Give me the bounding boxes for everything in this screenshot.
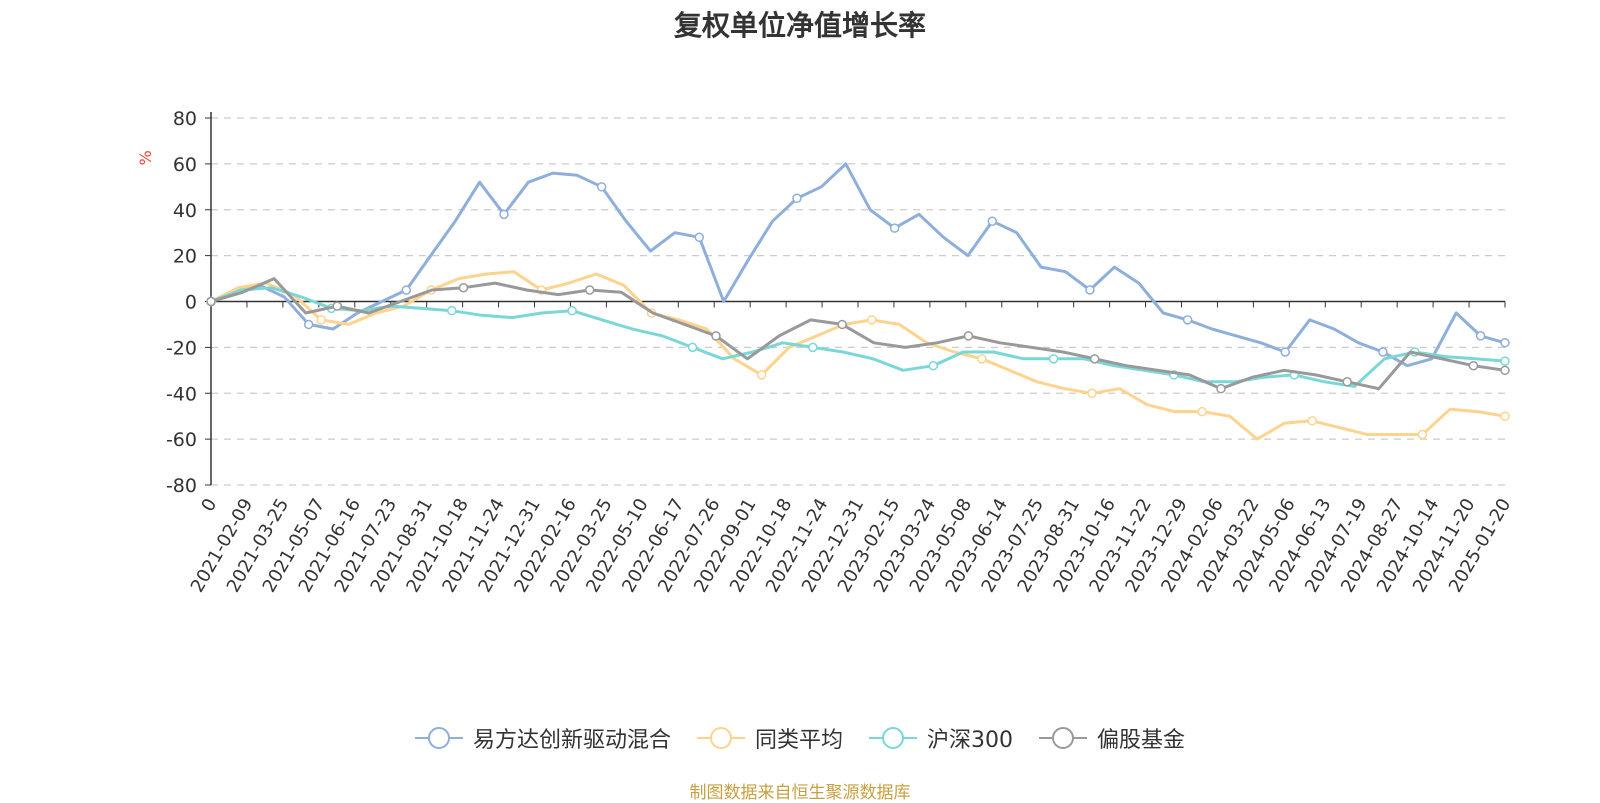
legend-label-peer-average: 同类平均 (754, 728, 843, 753)
series-point-1 (1500, 411, 1510, 421)
series-point-0 (1280, 347, 1291, 357)
series-point-3 (1089, 354, 1100, 364)
legend-item-peer-average[interactable]: 同类平均 (696, 722, 843, 754)
series-point-1 (1307, 416, 1318, 426)
series-point-1 (756, 370, 767, 380)
series-point-2 (808, 342, 818, 353)
legend-item-fund[interactable]: 易方达创新驱动混合 (414, 722, 671, 754)
series-point-3 (584, 285, 595, 295)
chart-title: 复权单位净值增长率 (673, 9, 926, 42)
series-point-0 (1182, 315, 1193, 325)
series-point-2 (567, 305, 577, 316)
legend-marker-equity-fund (1039, 727, 1087, 749)
y-tick-label: 20 (173, 246, 197, 268)
y-tick-label: -60 (166, 429, 197, 451)
series-point-3 (837, 319, 847, 330)
series-point-0 (987, 216, 998, 226)
y-tick-label: -20 (166, 337, 197, 359)
series-point-3 (1468, 360, 1479, 371)
series-point-0 (792, 193, 802, 204)
series-point-3 (1216, 383, 1226, 394)
y-tick-label: 0 (185, 292, 197, 314)
series-lines (206, 162, 1510, 441)
series-point-1 (977, 354, 987, 364)
axes (205, 112, 1506, 486)
y-tick-label: 60 (173, 154, 197, 176)
series-point-0 (596, 182, 607, 192)
legend-label-fund: 易方达创新驱动混合 (472, 728, 671, 753)
series-point-3 (206, 296, 216, 307)
y-tick-label: 80 (173, 108, 197, 130)
series-point-0 (1378, 347, 1388, 357)
series-point-0 (401, 285, 412, 295)
series-line-2 (210, 286, 1506, 388)
series-point-1 (1197, 406, 1207, 417)
x-tick-label: 0 (197, 495, 221, 515)
series-point-3 (1342, 377, 1352, 387)
legend-label-csi300: 沪深300 (927, 728, 1013, 753)
series-point-0 (694, 232, 705, 243)
y-tick-label: 40 (173, 200, 197, 222)
series-point-0 (1500, 338, 1510, 348)
series-point-2 (446, 305, 457, 316)
series-point-3 (963, 331, 974, 341)
series-point-0 (889, 223, 900, 233)
series-point-1 (1417, 429, 1428, 440)
y-tick-label: -80 (166, 475, 197, 497)
series-point-1 (316, 315, 326, 325)
series-line-3 (210, 277, 1506, 391)
series-point-1 (867, 315, 877, 325)
series-point-3 (1500, 365, 1510, 376)
legend-item-csi300[interactable]: 沪深300 (869, 722, 1013, 754)
series-line-0 (210, 162, 1506, 368)
y-tick-label: -40 (166, 383, 197, 405)
legend-label-equity-fund: 偏股基金 (1097, 728, 1186, 753)
series-point-1 (1087, 388, 1097, 398)
series-point-3 (332, 301, 342, 311)
series-point-3 (711, 331, 721, 341)
series-point-0 (303, 319, 314, 330)
series-point-2 (687, 342, 698, 353)
legend-marker-fund (414, 727, 463, 749)
source-note: 制图数据来自恒生聚源数据库 (689, 783, 911, 803)
y-axis-unit: % (136, 150, 155, 165)
legend-item-equity-fund[interactable]: 偏股基金 (1039, 722, 1185, 754)
series-point-0 (1475, 331, 1486, 341)
series-point-3 (458, 282, 469, 293)
series-point-2 (1500, 356, 1510, 366)
legend-marker-csi300 (869, 727, 917, 749)
legend-marker-peer-average (696, 727, 745, 749)
series-point-2 (928, 360, 938, 371)
series-point-2 (1048, 354, 1059, 364)
series-point-0 (1085, 285, 1095, 295)
legend: 易方达创新驱动混合 同类平均 沪深300 偏股基金 (0, 722, 1600, 754)
series-point-0 (499, 209, 509, 220)
